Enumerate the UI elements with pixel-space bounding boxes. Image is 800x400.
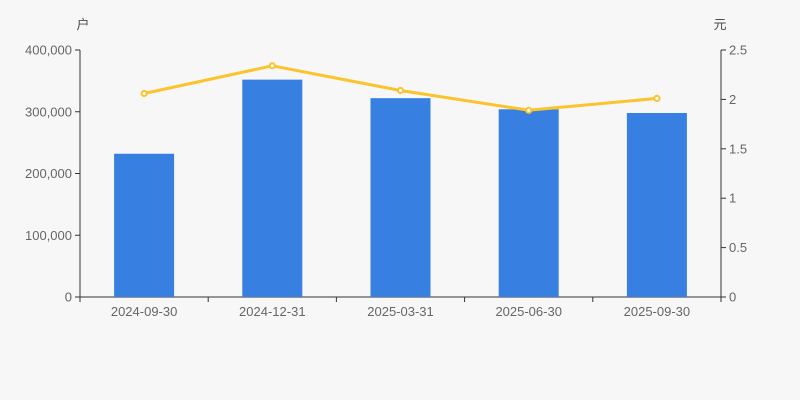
bar[interactable] <box>114 153 175 297</box>
right-axis-unit-label: 元 <box>713 17 726 32</box>
bar[interactable] <box>498 109 559 297</box>
right-axis-tick-label: 0.5 <box>729 240 747 255</box>
left-axis-tick-label: 100,000 <box>25 228 72 243</box>
x-axis-category-label: 2024-12-31 <box>239 304 306 319</box>
right-axis-tick-label: 1.5 <box>729 141 747 156</box>
bar-series-group <box>114 79 687 297</box>
line-marker[interactable] <box>653 94 661 103</box>
x-axis-category-label: 2025-09-30 <box>624 304 691 319</box>
bar[interactable] <box>242 79 303 297</box>
x-axis-category-label: 2025-03-31 <box>367 304 434 319</box>
left-axis-tick-label: 300,000 <box>25 104 72 119</box>
left-axis-unit-label: 户 <box>76 17 89 32</box>
left-axis-tick-label: 400,000 <box>25 43 72 58</box>
line-marker[interactable] <box>140 89 148 98</box>
x-axis-category-label: 2025-06-30 <box>495 304 562 319</box>
left-axis-tick-label: 200,000 <box>25 166 72 181</box>
right-axis-tick-label: 2.5 <box>729 43 747 58</box>
line-series-group <box>140 62 661 114</box>
right-axis-tick-label: 2 <box>729 92 736 107</box>
line-marker[interactable] <box>525 106 533 114</box>
x-axis-category-label: 2024-09-30 <box>111 304 178 319</box>
right-axis-tick-label: 1 <box>729 191 736 206</box>
line-marker[interactable] <box>396 86 405 95</box>
bar[interactable] <box>370 98 431 297</box>
axis-labels-group: 0 100,000 200,000 300,000 400,000 0 0.5 1 1.5 2 2.… <box>25 43 747 320</box>
right-axis-tick-label: 0 <box>729 290 736 305</box>
line-marker[interactable] <box>268 62 276 70</box>
left-axis-tick-label: 0 <box>65 290 72 305</box>
bar[interactable] <box>626 112 687 297</box>
